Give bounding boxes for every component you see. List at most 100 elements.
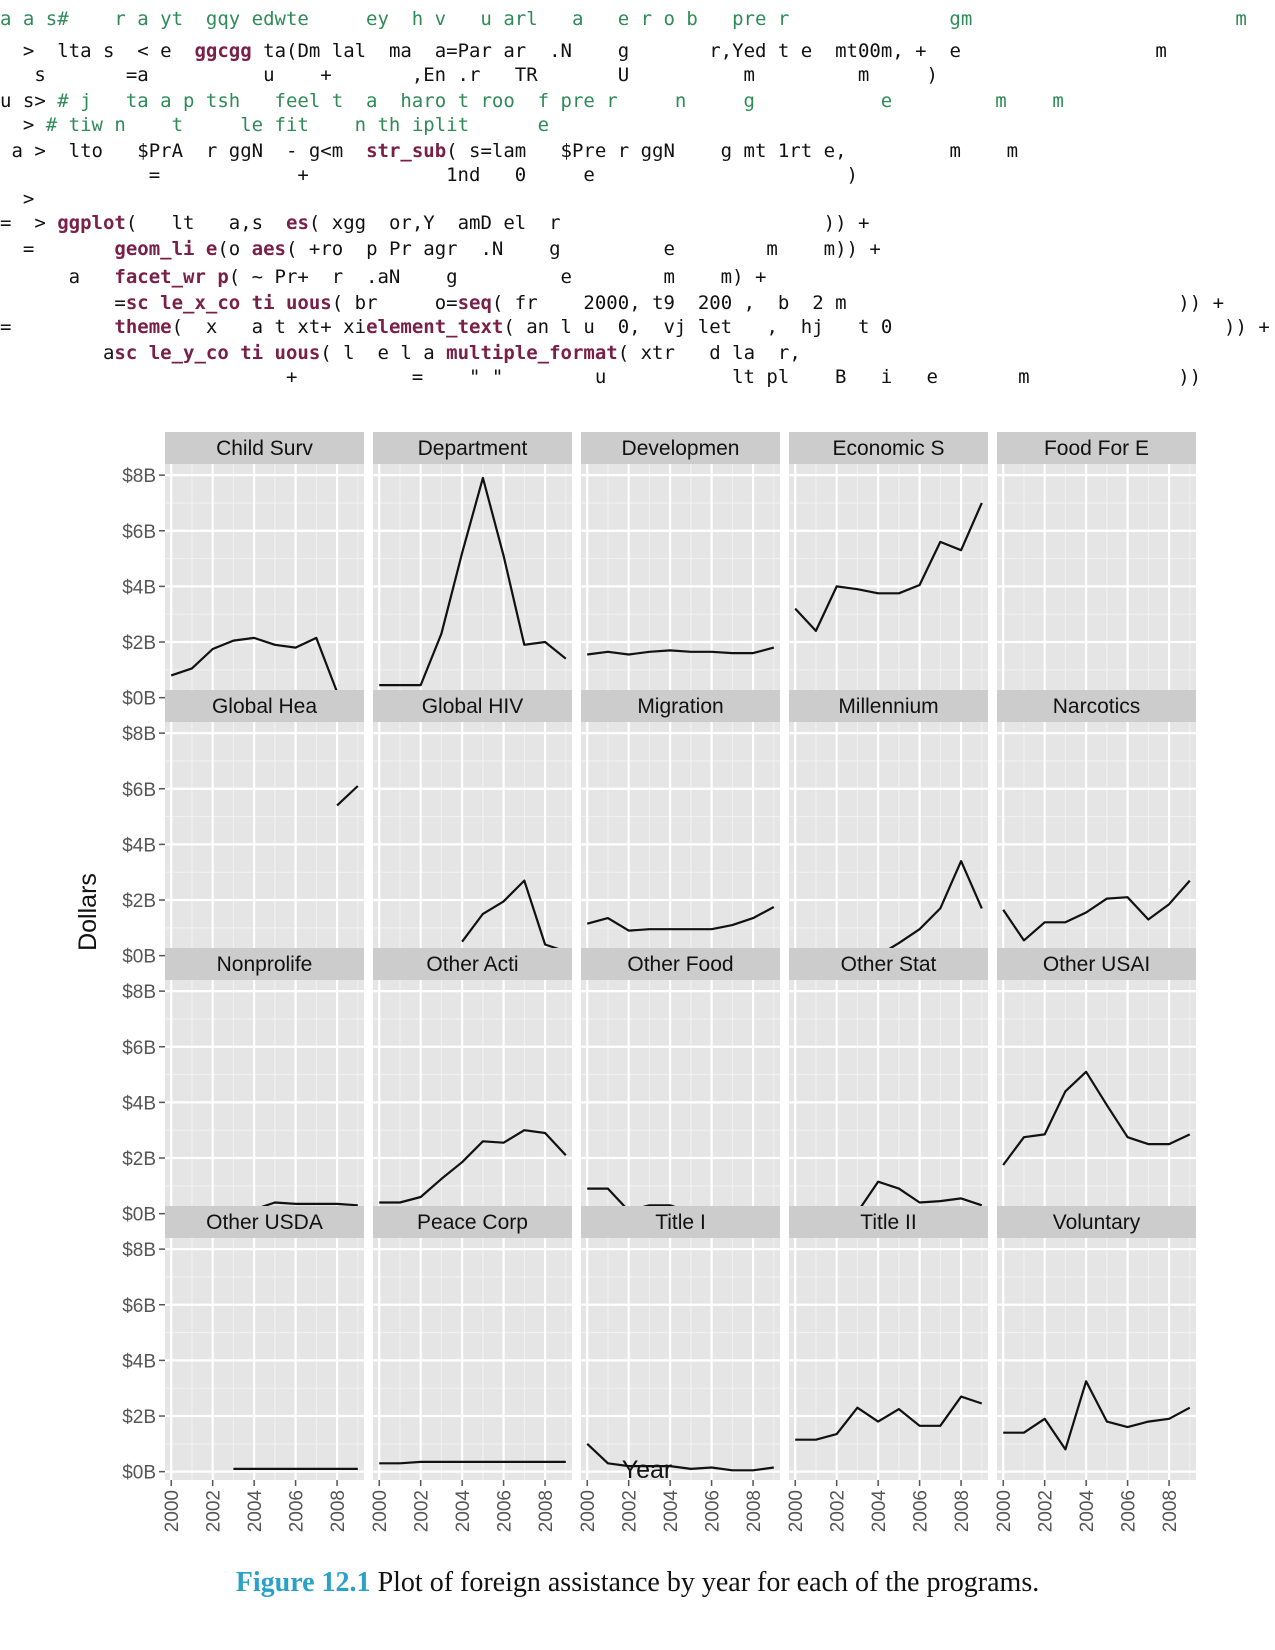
x-tick-label: 2006: [495, 1490, 516, 1532]
x-tick-label: 2004: [661, 1490, 682, 1533]
panel-background: [789, 1238, 988, 1480]
strip-label: Developmen: [622, 437, 740, 460]
strip-label: Global HIV: [422, 695, 524, 718]
panel-background: [789, 464, 988, 706]
strip-label: Global Hea: [212, 695, 317, 718]
series-line: [379, 476, 567, 687]
x-tick-label: 2004: [453, 1490, 474, 1533]
code-line: > # tiw n t le fit n th iplit e: [0, 114, 549, 136]
code-line: = > ggplot( lt a,s es( xgg or,Y amD el r…: [0, 212, 869, 234]
code-token: geom_li e: [114, 238, 218, 260]
panel-background: [997, 980, 1196, 1222]
facet-panel: Other USDA: [165, 1206, 364, 1480]
code-token: # j ta a p tsh feel t a haro t roo f pre…: [57, 90, 1064, 112]
code-prompt: = >: [0, 212, 58, 234]
series-line: [587, 646, 775, 656]
code-token: + = " " u lt pl B i e m )): [0, 366, 1202, 388]
facet-line-chart: Child Surv $0B $2B $4B $6B $8B Department Devel…: [74, 432, 1196, 1533]
y-tick-label: $0B: [122, 689, 156, 710]
series-line: [379, 1460, 566, 1465]
strip-label: Other Stat: [841, 953, 937, 976]
panel-background: [789, 722, 988, 964]
panel-background: [165, 1238, 364, 1480]
panel-background: [581, 1238, 780, 1480]
y-tick-label: $4B: [122, 1093, 156, 1114]
code-prompt: a: [0, 266, 115, 288]
y-tick-label: $2B: [122, 1149, 156, 1170]
code-token: ( xgg or,Y amD el r )) +: [308, 212, 870, 234]
facet-panel: Economic S: [789, 432, 988, 706]
panel-background: [997, 464, 1196, 706]
code-token: ( xtr d la r,: [617, 342, 801, 364]
strip-label: Title II: [860, 1211, 916, 1234]
x-tick-label: 2000: [370, 1490, 391, 1532]
y-tick-label: $8B: [122, 724, 156, 745]
caption-text: Plot of foreign assistance by year for e…: [370, 1567, 1040, 1598]
code-token: s =a u + ,En .r TR U m m ): [0, 64, 938, 86]
strip-label: Department: [418, 437, 528, 460]
code-token: ( br o=: [331, 292, 458, 314]
code-token: element_text: [366, 316, 504, 338]
x-tick-label: 2006: [703, 1490, 724, 1532]
code-token: multiple_format: [446, 342, 618, 364]
strip-label: Title I: [655, 1211, 706, 1234]
code-token: # tiw n t le fit n th iplit e: [45, 114, 550, 136]
facet-panel: Other Food: [581, 948, 780, 1222]
series-line: [795, 1395, 983, 1441]
strip-background: [581, 1206, 780, 1238]
code-line: =sc le_x_co ti uous( br o=seq( fr 2000, …: [0, 292, 1224, 314]
y-tick-label: $4B: [122, 1351, 156, 1372]
strip-label: Other Acti: [426, 953, 518, 976]
code-line: = + 1nd 0 e ): [0, 164, 858, 186]
facet-panel: Other Stat: [789, 948, 988, 1222]
x-tick-label: 2000: [994, 1490, 1015, 1532]
x-tick-label: 2002: [620, 1490, 641, 1532]
code-token: ( +ro p Pr agr .N g e m m)) +: [286, 238, 881, 260]
series-line: [1002, 879, 1191, 942]
panel-background: [581, 980, 780, 1222]
strip-background: [789, 690, 988, 722]
strip-background: [581, 690, 780, 722]
series-line: [1003, 1380, 1191, 1451]
strip-background: [789, 432, 988, 464]
strip-background: [581, 432, 780, 464]
code-token: str_sub: [366, 140, 447, 162]
y-tick-label: $6B: [122, 1296, 156, 1317]
code-token: es: [286, 212, 309, 234]
code-line: s =a u + ,En .r TR U m m ): [0, 64, 938, 86]
code-token: ggplot: [57, 212, 126, 234]
facet-panel: Child Surv: [165, 432, 364, 706]
strip-background: [373, 690, 572, 722]
code-token: (o: [217, 238, 252, 260]
series-line: [586, 906, 775, 932]
y-tick-label: $8B: [122, 466, 156, 487]
series-line: [877, 860, 983, 957]
code-line: = geom_li e(o aes( +ro p Pr agr .N g e m…: [0, 238, 881, 260]
facet-panel: Department: [373, 432, 572, 706]
code-token: ggcgg: [194, 40, 252, 62]
code-token: ( lt a,s: [125, 212, 286, 234]
facet-panel: Other Acti: [373, 948, 572, 1222]
code-token: ( an l u 0, vj let , hj t 0 )) +: [503, 316, 1270, 338]
x-tick-label: 2000: [578, 1490, 599, 1532]
x-tick-label: 2008: [536, 1490, 557, 1532]
facet-panel: Migration: [581, 690, 780, 964]
series-line: [170, 636, 359, 698]
code-token: aes: [251, 238, 286, 260]
code-line: >: [0, 188, 34, 210]
strip-background: [789, 948, 988, 980]
x-tick-label: 2008: [952, 1490, 973, 1532]
code-prompt: >: [0, 114, 46, 136]
panel-background: [997, 722, 1196, 964]
x-axis-title: Year: [622, 1456, 673, 1484]
strip-background: [165, 948, 364, 980]
code-line: = theme( x a t xt+ xielement_text( an l …: [0, 316, 1270, 338]
strip-label: Migration: [637, 695, 723, 718]
panel-background: [165, 722, 364, 964]
x-tick-label: 2004: [1077, 1490, 1098, 1533]
x-tick-label: 2006: [1119, 1490, 1140, 1532]
facet-panel: Narcotics: [997, 690, 1196, 964]
y-tick-label: $2B: [122, 633, 156, 654]
facet-panel: Voluntary: [997, 1206, 1196, 1480]
strip-label: Economic S: [832, 437, 944, 460]
